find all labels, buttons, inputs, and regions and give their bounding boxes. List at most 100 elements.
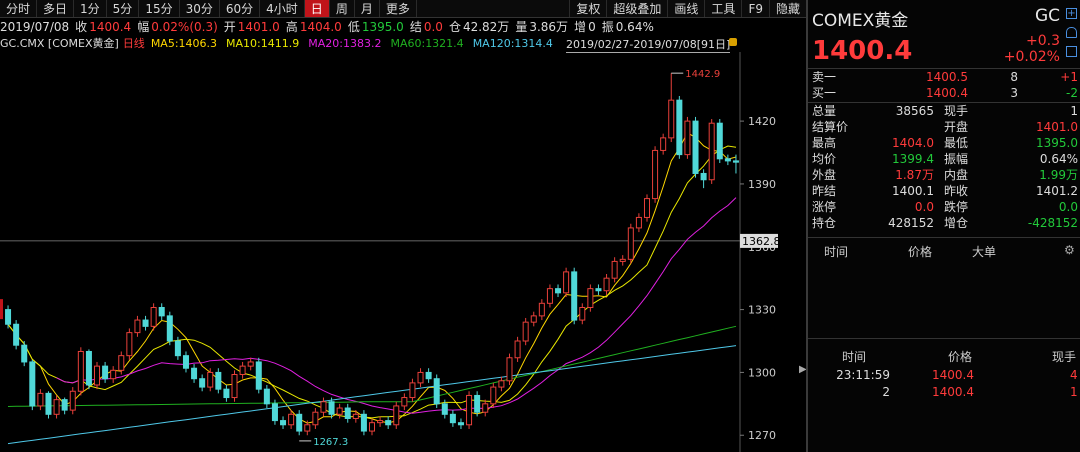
lock-icon[interactable]: [729, 38, 737, 46]
candle-body: [377, 420, 384, 424]
vol-value: 3.86万: [529, 20, 569, 34]
toolbar-button[interactable]: 画线: [667, 0, 704, 17]
candle-body: [449, 413, 456, 424]
oi-label: 仓: [448, 20, 461, 34]
period-tab[interactable]: 5分: [107, 0, 140, 17]
quote-panel: COMEX黄金 GC + 1400.4 +0.3 +0.02% 卖一 1400.5…: [806, 0, 1080, 452]
candle-body: [417, 371, 424, 384]
plus-icon[interactable]: +: [1066, 8, 1077, 19]
ma-legend-item: MA10:1411.9: [226, 36, 300, 50]
ma-legend-item: MA60:1321.4: [390, 36, 464, 50]
low-value: 1395.0: [361, 20, 404, 34]
candle-body: [271, 403, 278, 422]
candle-body: [352, 413, 359, 419]
stats-row: 昨结 1400.1 昨收 1401.2: [812, 183, 1078, 199]
candle-body: [619, 258, 626, 262]
date-range[interactable]: 2019/02/27-2019/07/08[91日]: [566, 38, 731, 53]
low-label: 低: [347, 20, 360, 34]
y-tick-label: 1390: [748, 178, 776, 191]
expand-arrow-icon[interactable]: ▶: [799, 364, 807, 375]
settle-value: 0.0: [423, 20, 443, 34]
candle-body: [304, 424, 311, 432]
settle-label: 结: [409, 20, 422, 34]
toolbar-button[interactable]: 隐藏: [768, 0, 806, 17]
period-tab[interactable]: 多日: [37, 0, 75, 17]
low-annotation: 1267.3: [313, 437, 348, 448]
toolbar-button[interactable]: 工具: [704, 0, 741, 17]
stat-value: 0.0: [1058, 200, 1078, 214]
candlestick-chart[interactable]: 1420139013601330130012701362.81442.91267…: [0, 52, 800, 452]
square-icon[interactable]: [1066, 46, 1077, 57]
candle-body: [457, 422, 464, 426]
change-label: 幅: [137, 20, 150, 34]
candle-body: [466, 394, 473, 426]
stats-row: 持仓 428152 增仓 -428152: [812, 215, 1078, 231]
toolbar: 分时 多日 1分 5分 15分 30分 60分 4小时日周月更多 复权 超级叠加 画线 工具 F9 隐藏: [0, 0, 806, 18]
amp-value: 0.64%: [615, 20, 654, 34]
candle-body: [336, 407, 343, 415]
candle-body: [255, 361, 262, 390]
candle-body: [538, 302, 545, 317]
trade-price: 1400.4: [932, 368, 974, 382]
period-tab[interactable]: 日: [304, 0, 330, 17]
period-tab[interactable]: 60分: [220, 0, 261, 17]
open-value: 1401.0: [237, 20, 280, 34]
ma-line-20: [56, 197, 737, 414]
stat-value: 1.99万: [1039, 168, 1078, 182]
bell-icon[interactable]: [1066, 27, 1077, 38]
candle-body: [328, 401, 335, 415]
candle-body: [385, 420, 392, 426]
candle-body: [692, 120, 699, 174]
period-tab[interactable]: 分时: [0, 0, 38, 17]
trade-vol-header: 现手: [1052, 350, 1077, 364]
candle-body: [425, 371, 432, 380]
candle-body: [94, 365, 101, 386]
candle-body: [409, 382, 416, 399]
y-tick-label: 1270: [748, 429, 776, 442]
stat-label: 均价: [812, 152, 837, 166]
candle-body: [652, 149, 659, 200]
open-label: 开: [223, 20, 236, 34]
stat-label: 增仓: [943, 216, 968, 230]
candle-body: [29, 361, 36, 407]
period-tab[interactable]: 30分: [180, 0, 220, 17]
period-tab[interactable]: 4小时: [260, 0, 305, 17]
candle-body: [700, 172, 707, 181]
trade-vol: 4: [1070, 368, 1078, 382]
candle-body: [280, 420, 287, 426]
candle-body: [223, 388, 230, 399]
candle-body: [676, 99, 683, 156]
candle-body: [118, 355, 125, 371]
vol-label: 量: [515, 20, 528, 34]
period-tab[interactable]: 月: [355, 0, 380, 17]
amp-label: 振: [601, 20, 614, 34]
toolbar-button[interactable]: F9: [741, 0, 769, 17]
candle-body: [263, 388, 270, 405]
symbol-label: GC.CMX [COMEX黄金]: [0, 37, 119, 50]
toolbar-button[interactable]: 超级叠加: [606, 0, 667, 17]
close-value: 1400.4: [89, 20, 132, 34]
candle-body: [603, 277, 610, 292]
order-book-price: 1400.4: [926, 86, 968, 100]
info-date: 2019/07/08: [0, 19, 70, 34]
divider: [808, 102, 1080, 103]
toolbar-button[interactable]: 复权: [569, 0, 606, 17]
divider: [808, 237, 1080, 238]
ma-legend: GC.CMX [COMEX黄金] 日线 MA5:1406.3 MA10:1411.…: [0, 35, 806, 51]
stat-value: 1395.0: [1036, 136, 1078, 150]
stats-row: 均价 1399.4 振幅 0.64%: [812, 151, 1078, 167]
period-tab[interactable]: 更多: [380, 0, 417, 17]
candle-body: [312, 411, 319, 426]
period-tab[interactable]: 1分: [74, 0, 107, 17]
period-tab[interactable]: 周: [330, 0, 355, 17]
candle-body: [207, 371, 214, 388]
period-tab[interactable]: 15分: [139, 0, 180, 17]
order-book-price: 1400.5: [926, 70, 968, 84]
tick-price-header: 价格: [908, 245, 933, 259]
stat-value: -428152: [1027, 216, 1078, 230]
order-book-label: 买一: [812, 86, 837, 100]
stats-row: 总量 38565 现手 1: [812, 103, 1078, 119]
candle-body: [142, 319, 149, 327]
settings-icon[interactable]: ⚙: [1064, 243, 1075, 257]
stat-value: 1.87万: [895, 168, 934, 182]
